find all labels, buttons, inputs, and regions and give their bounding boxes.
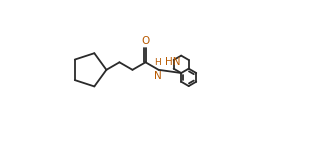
Text: O: O xyxy=(141,36,150,46)
Text: N: N xyxy=(154,71,162,81)
Text: HN: HN xyxy=(165,57,180,67)
Text: H: H xyxy=(154,59,161,67)
